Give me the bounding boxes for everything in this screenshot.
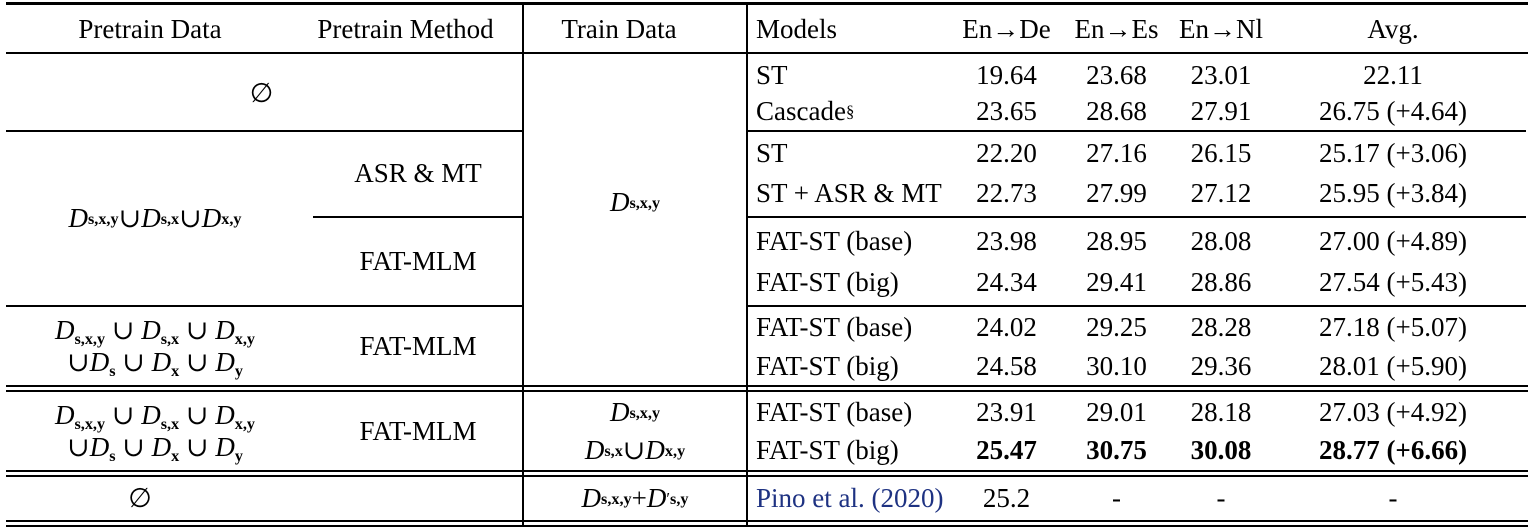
- score-en-de: 19.64: [976, 59, 1037, 90]
- score-en-de: 24.02: [976, 312, 1037, 343]
- score-avg: 28.01 (+5.90): [1319, 350, 1467, 381]
- pretrain-data-block3-line2: ∪Ds ∪ Dx ∪ Dy: [67, 346, 243, 380]
- header-pretrain-method: Pretrain Method: [317, 14, 494, 45]
- score-en-es-best: 30.75: [1086, 435, 1147, 466]
- pretrain-method-fat-mlm-2: FAT-MLM: [359, 330, 477, 361]
- rule-sep1-right: [748, 130, 1526, 132]
- pretrain-data-empty-1: ∅: [249, 77, 274, 108]
- score-en-nl: 29.36: [1190, 350, 1252, 381]
- header-avg: Avg.: [1367, 14, 1419, 45]
- score-en-de: 23.98: [976, 226, 1037, 257]
- model-fat-st-big-2: FAT-ST (big): [756, 350, 899, 381]
- score-en-de: 22.20: [976, 138, 1037, 169]
- score-en-nl: 26.15: [1190, 138, 1252, 169]
- score-en-de-best: 25.47: [976, 435, 1037, 466]
- vline-models-left: [746, 2, 748, 527]
- score-en-de: 23.65: [976, 96, 1037, 127]
- score-en-nl: 28.28: [1190, 312, 1252, 343]
- pretrain-method-fat-mlm-3: FAT-MLM: [359, 415, 477, 446]
- model-cascade: Cascade §: [756, 96, 855, 127]
- score-en-es: 30.10: [1086, 350, 1147, 381]
- score-en-de: 25.2: [982, 483, 1031, 514]
- model-fat-st-big-1: FAT-ST (big): [756, 267, 899, 298]
- citation-pino-et-al-2020[interactable]: Pino et al. (2020): [756, 483, 944, 514]
- model-fat-st-base-1: FAT-ST (base): [756, 226, 913, 257]
- score-avg: 27.54 (+5.43): [1319, 267, 1467, 298]
- pretrain-data-block3-line1: Ds,x,y ∪ Ds,x ∪ Dx,y: [54, 315, 256, 349]
- score-en-de: 24.58: [976, 350, 1037, 381]
- header-en-nl: En→Nl: [1179, 14, 1263, 45]
- score-en-nl: 28.08: [1190, 226, 1252, 257]
- score-en-de: 24.34: [976, 267, 1037, 298]
- header-pretrain-data: Pretrain Data: [78, 14, 222, 45]
- model-st-2: ST: [756, 138, 788, 169]
- score-en-es: 28.68: [1086, 96, 1147, 127]
- score-avg: 26.75 (+4.64): [1319, 96, 1467, 127]
- rule-sep1-left: [6, 130, 523, 132]
- score-avg: 27.00 (+4.89): [1319, 226, 1467, 257]
- model-fat-st-base-2: FAT-ST (base): [756, 312, 913, 343]
- pretrain-data-block4: Ds,x,y ∪ Ds,x ∪ Dx,y ∪Ds ∪ Dx ∪ Dy: [0, 393, 310, 470]
- pretrain-data-empty-2: ∅: [128, 483, 152, 514]
- score-avg: -: [1388, 483, 1398, 514]
- score-avg: 27.18 (+5.07): [1319, 312, 1467, 343]
- score-en-es: 27.16: [1086, 138, 1147, 169]
- score-en-es: 23.68: [1086, 59, 1147, 90]
- score-en-nl: 27.91: [1190, 96, 1252, 127]
- score-en-nl: 27.12: [1190, 178, 1252, 209]
- model-st-1: ST: [756, 59, 788, 90]
- score-avg: 27.03 (+4.92): [1319, 396, 1467, 427]
- score-en-de: 22.73: [976, 178, 1037, 209]
- pretrain-data-block3: Ds,x,y ∪ Ds,x ∪ Dx,y ∪Ds ∪ Dx ∪ Dy: [0, 308, 310, 385]
- rule-sep2-left: [313, 216, 523, 218]
- rule-double-1: [6, 385, 1528, 392]
- score-avg: 25.17 (+3.06): [1319, 138, 1467, 169]
- header-train-data: Train Data: [561, 14, 677, 45]
- score-en-es: 29.01: [1086, 396, 1147, 427]
- score-avg: 22.11: [1363, 59, 1423, 90]
- score-en-nl: 28.86: [1190, 267, 1252, 298]
- header-en-de: En→De: [962, 14, 1051, 45]
- score-en-es: 28.95: [1086, 226, 1147, 257]
- score-en-es: 29.25: [1086, 312, 1147, 343]
- pretrain-data-block4-line2: ∪Ds ∪ Dx ∪ Dy: [67, 431, 243, 465]
- score-en-es: 27.99: [1086, 178, 1147, 209]
- score-en-es: 29.41: [1086, 267, 1147, 298]
- model-fat-st-big-3: FAT-ST (big): [756, 435, 899, 466]
- rule-sep3-right: [748, 305, 1526, 307]
- header-en-es: En→Es: [1074, 14, 1159, 45]
- score-en-nl: 23.01: [1190, 59, 1252, 90]
- score-en-nl-best: 30.08: [1190, 435, 1252, 466]
- model-fat-st-base-3: FAT-ST (base): [756, 396, 913, 427]
- rule-sep3-left: [6, 305, 523, 307]
- rule-sep2-right: [748, 216, 1526, 218]
- pretrain-data-block4-line1: Ds,x,y ∪ Ds,x ∪ Dx,y: [54, 400, 256, 434]
- vline-train-data-left: [522, 2, 524, 527]
- score-en-de: 23.91: [976, 396, 1037, 427]
- header-models: Models: [756, 14, 837, 45]
- score-en-nl: 28.18: [1190, 396, 1252, 427]
- pretrain-method-fat-mlm-1: FAT-MLM: [359, 246, 477, 277]
- rule-bottom: [6, 520, 1528, 527]
- score-en-nl: -: [1216, 483, 1226, 514]
- score-avg-best: 28.77 (+6.66): [1318, 435, 1468, 466]
- rule-double-2: [6, 470, 1528, 477]
- score-avg: 25.95 (+3.84): [1319, 178, 1467, 209]
- rule-top: [6, 2, 1528, 5]
- pretrain-method-asr-mt: ASR & MT: [354, 158, 482, 189]
- model-st-asr-mt: ST + ASR & MT: [756, 178, 942, 209]
- score-en-es: -: [1112, 483, 1121, 514]
- rule-header-bottom: [6, 52, 1528, 54]
